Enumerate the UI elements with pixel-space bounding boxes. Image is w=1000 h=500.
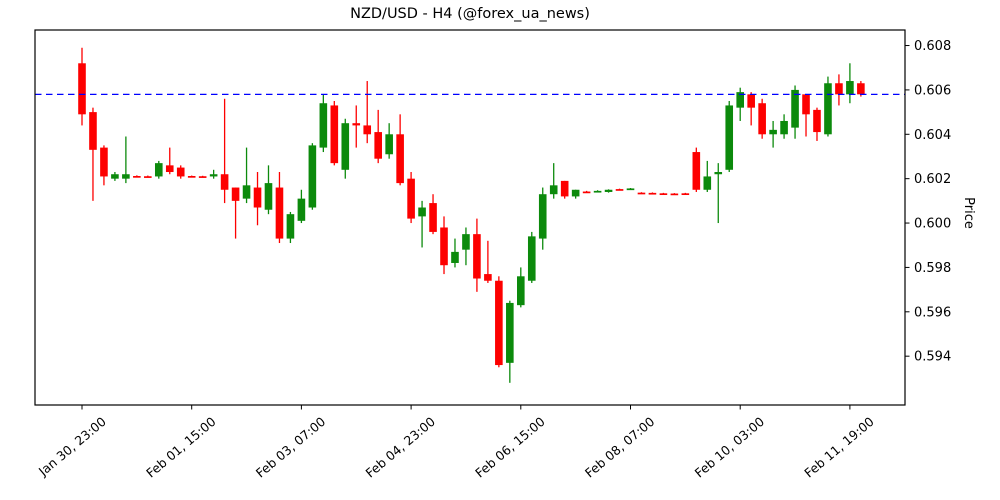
candle-body <box>297 198 306 221</box>
candle-body <box>78 63 86 115</box>
candle-body <box>769 129 777 135</box>
y-tick-label: 0.606 <box>914 83 951 98</box>
candle-body <box>593 190 602 193</box>
candle-body <box>89 112 97 150</box>
y-tick-label: 0.598 <box>914 261 951 276</box>
candle-body <box>154 163 163 177</box>
candle-body <box>374 132 382 159</box>
chart-title: NZD/USD - H4 (@forex_ua_news) <box>350 6 590 22</box>
candle-body <box>681 193 690 196</box>
candle-body <box>440 227 448 266</box>
candle-body <box>692 152 701 190</box>
candle-body <box>506 302 514 363</box>
candle-body <box>429 203 437 232</box>
candle-body <box>253 187 262 208</box>
candle-body <box>165 165 174 173</box>
candle-body <box>341 123 350 170</box>
x-tick-label: Feb 04, 23:00 <box>363 414 439 481</box>
candle-body <box>791 89 799 128</box>
candle-body <box>330 105 339 164</box>
x-tick-label: Feb 10, 03:00 <box>692 414 768 481</box>
x-tick-label: Feb 06, 15:00 <box>472 414 548 481</box>
candle-body <box>659 193 668 196</box>
candle-body <box>176 167 185 177</box>
candle-body <box>747 94 755 108</box>
candle-body <box>111 174 119 179</box>
candle-body <box>626 188 635 191</box>
y-tick-label: 0.604 <box>914 128 951 143</box>
x-tick-label: Feb 11, 19:00 <box>801 414 877 481</box>
x-tick-label: Feb 08, 07:00 <box>582 414 658 481</box>
y-tick-label: 0.608 <box>914 39 951 54</box>
candle-body <box>264 183 273 210</box>
candle-body <box>462 234 470 250</box>
candle-body <box>736 92 744 108</box>
y-tick-label: 0.600 <box>914 217 951 232</box>
candle-body <box>670 193 679 196</box>
candle-body <box>198 176 207 178</box>
candle-body <box>538 194 547 239</box>
candle-body <box>133 176 141 178</box>
candle-body <box>451 251 459 263</box>
candle-body <box>396 134 404 184</box>
candle-body <box>220 174 229 190</box>
candle-body <box>582 191 591 194</box>
candle-body <box>144 176 152 178</box>
candle-body <box>385 134 393 155</box>
candle-body <box>549 185 558 195</box>
candle-body <box>604 189 613 192</box>
candle-body <box>725 105 734 170</box>
candle-body <box>484 274 492 281</box>
candle-body <box>100 147 108 177</box>
candle-body <box>209 174 218 177</box>
y-tick-label: 0.596 <box>914 305 951 320</box>
candle-body <box>527 236 536 281</box>
candle-body <box>835 83 843 95</box>
candle-body <box>571 189 580 197</box>
candle-body <box>286 214 295 239</box>
candle-body <box>308 145 317 208</box>
candle-body <box>802 94 810 115</box>
candle-body <box>319 103 328 148</box>
y-axis-label: Price <box>961 197 976 229</box>
y-tick-label: 0.594 <box>914 350 951 365</box>
candle-body <box>495 280 503 366</box>
candle-body <box>517 276 525 306</box>
plot-border <box>34 29 906 406</box>
candle-body <box>363 125 372 135</box>
candle-body <box>418 207 426 217</box>
x-tick-label: Jan 30, 23:00 <box>35 414 109 480</box>
x-tick-label: Feb 01, 15:00 <box>143 414 219 481</box>
candle-body <box>824 83 832 135</box>
candle-body <box>857 83 865 95</box>
candle-body <box>352 123 361 126</box>
candle-body <box>122 174 130 179</box>
candle-body <box>407 178 415 219</box>
candle-body <box>637 192 646 195</box>
candle-body <box>242 185 251 199</box>
candle-body <box>473 234 481 279</box>
candle-body <box>714 172 723 175</box>
candle-body <box>231 187 240 201</box>
candle-body <box>275 187 284 239</box>
candle-body <box>813 109 821 133</box>
candle-body <box>615 189 624 191</box>
candle-body <box>703 176 712 190</box>
candle-body <box>648 192 657 195</box>
candle-body <box>560 180 569 197</box>
candle-body <box>846 81 854 95</box>
candle-body <box>758 103 766 135</box>
candle-body <box>187 176 196 178</box>
candle-body <box>780 120 788 135</box>
x-tick-label: Feb 03, 07:00 <box>253 414 329 481</box>
y-tick-label: 0.602 <box>914 172 951 187</box>
